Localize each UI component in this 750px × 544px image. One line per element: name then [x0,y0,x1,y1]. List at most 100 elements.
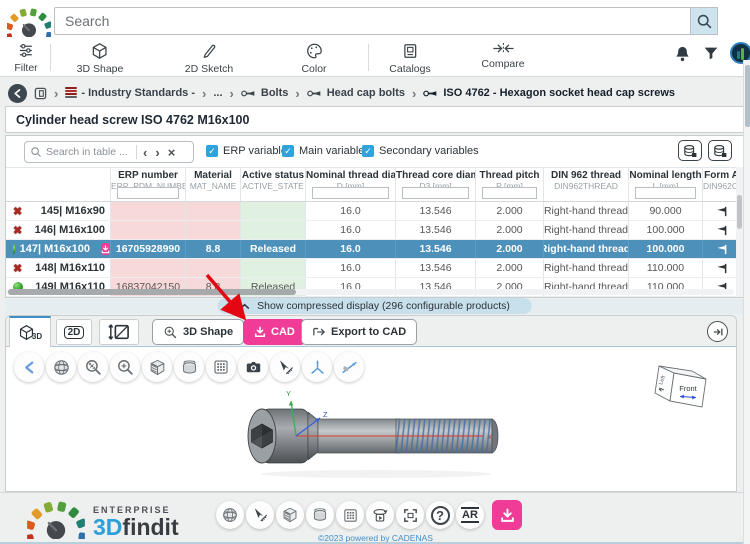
search-input[interactable] [54,7,690,35]
align-view-button[interactable] [334,352,364,382]
ar-button[interactable]: AR [456,501,484,529]
breadcrumb-item-iso4762[interactable]: ISO 4762 - Hexagon socket head cap screw… [423,87,675,99]
user-avatar[interactable] [730,42,750,64]
section-cube-icon [148,358,167,377]
view-cube-left-label: Left [658,375,667,386]
checkbox-checked-icon: ✓ [362,145,374,157]
measure-button[interactable] [270,352,300,382]
column-filter-input[interactable] [117,187,179,199]
section-view-button[interactable] [142,352,172,382]
form-a-flag-icon [715,244,728,255]
column-header-length[interactable]: Nominal length L [mm] [629,168,703,201]
render-mode-button[interactable] [216,501,244,529]
breadcrumb-item-head-cap-bolts[interactable]: Head cap bolts [307,87,405,99]
screenshot-button[interactable] [238,352,268,382]
export-to-cad-button[interactable]: Export to CAD [301,319,418,345]
scrollbar-thumb[interactable] [745,65,750,127]
copyright-link[interactable]: ©2023 powered by CADENAS [318,533,433,543]
checkbox-secondary-variables[interactable]: ✓ Secondary variables [362,145,479,157]
cylinder-view-button[interactable] [306,501,334,529]
zoom-fit-icon [84,358,103,377]
column-header-material[interactable]: Material MAT_NAME [186,168,241,201]
download-button[interactable] [492,500,522,530]
fullscreen-button[interactable] [396,501,424,529]
back-button[interactable] [8,83,27,103]
column-header-active-status[interactable]: Active status ACTIVE_STATE [241,168,306,201]
axes-button[interactable] [302,352,332,382]
scrollbar-thumb[interactable] [8,289,296,295]
collapse-panel-button[interactable] [707,321,728,342]
table-row-146[interactable]: ✖ 146| M16x100 16.0 13.546 2.000 Right-ha… [6,221,741,240]
compare-arrows-icon [492,42,514,55]
toolbar-divider [50,44,51,71]
table-layout-button[interactable] [678,140,702,161]
breadcrumb-item-standards[interactable]: - Industry Standards - [65,87,195,99]
download-badge-icon[interactable] [101,243,110,255]
tool-catalogs[interactable]: Catalogs [389,42,431,75]
2d-icon: 2D [63,325,85,339]
measure-button[interactable] [246,501,274,529]
checkbox-erp-variables[interactable]: ✓ ERP variables [206,145,293,157]
search-button[interactable] [690,7,718,35]
breadcrumb-item-ellipsis[interactable]: ... [213,87,223,99]
column-header-d[interactable]: Nominal thread diam...D [mm] [306,168,396,201]
render-mode-button[interactable] [46,352,76,382]
table-controls: ‹ › × ✓ ERP variables ✓ Main variables ✓… [6,136,743,167]
column-filter-input[interactable] [635,187,696,199]
column-header-p[interactable]: Thread pitch P [mm] [476,168,544,201]
column-filter-input[interactable] [402,187,469,199]
column-filter-input[interactable] [482,187,537,199]
help-button[interactable]: ? [426,501,454,529]
grid-view-button[interactable] [336,501,364,529]
table-row-148[interactable]: ✖ 148| M16x110 16.0 13.546 2.000 Right-ha… [6,259,741,278]
prev-match-button[interactable]: ‹ [143,144,148,160]
tab-3d[interactable]: 3D [9,316,51,347]
table-search-input[interactable] [46,146,132,158]
checkbox-main-variables[interactable]: ✓ Main variables [282,145,370,157]
tool-color[interactable]: Color [301,42,327,75]
chevron-separator-icon: › [295,85,300,101]
grid-view-button[interactable] [206,352,236,382]
table-export-button[interactable] [708,140,732,161]
table-row-147-selected[interactable]: 147| M16x100 16705928990 8.8 Released 16… [6,240,741,259]
next-match-button[interactable]: › [155,144,160,160]
rotate-view-button[interactable] [174,352,204,382]
screw-icon [241,89,257,98]
align-view-icon [340,358,359,377]
cad-download-button[interactable]: CAD [243,319,306,345]
column-filter-input[interactable] [312,187,389,199]
turntable-button[interactable] [366,501,394,529]
pencil-icon [200,42,218,60]
app-logo-gauge[interactable] [7,5,51,37]
3d-shape-search-button[interactable]: 3D Shape [152,319,245,345]
show-compressed-display-button[interactable]: Show compressed display (296 configurabl… [217,298,532,314]
horizontal-scrollbar[interactable] [6,289,734,295]
column-header-erp[interactable]: ERP number ERP_PDM_NUMBER [111,168,186,201]
scrollbar-thumb[interactable] [737,195,742,229]
tool-compare[interactable]: Compare [481,42,525,70]
section-view-button[interactable] [276,501,304,529]
notifications-bell-icon[interactable] [673,44,692,63]
tool-filter[interactable]: Filter [14,42,38,74]
overview-window-icon[interactable] [34,87,47,100]
column-header-din962[interactable]: DIN 962 thread DIN962THREAD [544,168,629,201]
tab-2d[interactable]: 2D [56,319,92,345]
column-header-d3[interactable]: Thread core diame...D3 [mm] [396,168,476,201]
tab-dimensions[interactable] [99,319,139,345]
brand-findit: findit [122,514,179,540]
breadcrumb-item-bolts[interactable]: Bolts [241,87,288,99]
database-table-icon [682,143,698,159]
3d-model-screw[interactable]: x Y Z [236,386,506,481]
zoom-in-button[interactable] [110,352,140,382]
table-row-145[interactable]: ✖ 145| M16x90 16.0 13.546 2.000 Right-han… [6,202,741,221]
tool-3d-shape[interactable]: 3D Shape [77,42,123,75]
brand-logo[interactable]: ENTERPRISE 3Dfindit [26,497,179,539]
page-scrollbar[interactable] [743,60,750,544]
tool-2d-sketch[interactable]: 2D Sketch [185,42,233,75]
view-cube[interactable]: Front Left [650,357,712,413]
zoom-fit-button[interactable] [78,352,108,382]
clear-search-button[interactable]: × [167,144,176,160]
viewer-back-button[interactable] [14,352,44,382]
filter-funnel-icon[interactable] [702,44,720,62]
vertical-scrollbar[interactable] [736,167,743,297]
